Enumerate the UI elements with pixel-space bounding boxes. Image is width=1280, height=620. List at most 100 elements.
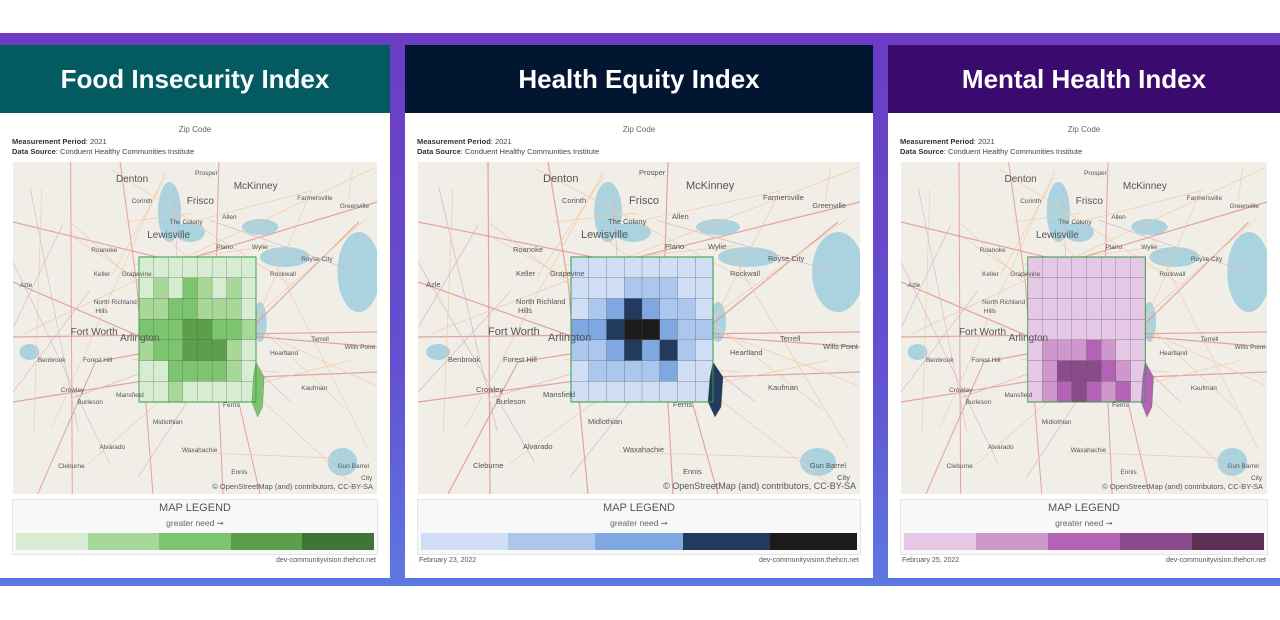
- zip-region[interactable]: [1086, 318, 1102, 341]
- zip-region[interactable]: [677, 298, 696, 320]
- zip-region[interactable]: [226, 381, 242, 403]
- zip-region[interactable]: [1101, 339, 1117, 362]
- zip-region[interactable]: [1086, 256, 1102, 279]
- zip-region[interactable]: [168, 339, 184, 362]
- zip-region[interactable]: [197, 256, 213, 279]
- zip-region[interactable]: [153, 256, 169, 279]
- zip-region[interactable]: [1056, 277, 1073, 299]
- zip-region[interactable]: [182, 277, 198, 299]
- zip-region[interactable]: [211, 339, 228, 362]
- zip-region[interactable]: [695, 256, 714, 279]
- zip-region[interactable]: [211, 277, 228, 299]
- zip-region[interactable]: [641, 277, 661, 299]
- zip-region[interactable]: [226, 256, 242, 279]
- zip-region[interactable]: [211, 381, 228, 403]
- zip-region[interactable]: [606, 298, 625, 320]
- zip-region[interactable]: [241, 339, 257, 362]
- zip-region[interactable]: [241, 298, 257, 320]
- zip-region[interactable]: [1115, 256, 1131, 279]
- zip-region[interactable]: [695, 318, 714, 341]
- zip-region[interactable]: [588, 339, 607, 362]
- zip-region[interactable]: [168, 381, 184, 403]
- zip-region[interactable]: [1130, 318, 1146, 341]
- zip-region[interactable]: [695, 339, 714, 362]
- zip-region[interactable]: [211, 256, 228, 279]
- zip-region[interactable]: [695, 298, 714, 320]
- zip-region[interactable]: [588, 277, 607, 299]
- zip-region[interactable]: [641, 339, 661, 362]
- zip-region[interactable]: [1101, 277, 1117, 299]
- zip-region[interactable]: [182, 298, 198, 320]
- zip-region[interactable]: [1056, 339, 1073, 362]
- zip-region[interactable]: [1042, 381, 1058, 403]
- zip-region[interactable]: [1086, 298, 1102, 320]
- zip-region[interactable]: [226, 339, 242, 362]
- zip-region[interactable]: [641, 381, 661, 403]
- zip-region[interactable]: [1086, 277, 1102, 299]
- zip-region[interactable]: [641, 318, 661, 341]
- zip-region[interactable]: [1071, 360, 1087, 382]
- zip-region[interactable]: [1071, 256, 1087, 279]
- zip-region[interactable]: [624, 318, 643, 341]
- zip-region[interactable]: [226, 277, 242, 299]
- zip-region[interactable]: [211, 298, 228, 320]
- zip-region[interactable]: [197, 298, 213, 320]
- zip-region[interactable]: [1101, 318, 1117, 341]
- zip-region[interactable]: [1056, 298, 1073, 320]
- zip-region[interactable]: [624, 339, 643, 362]
- zip-region[interactable]: [168, 277, 184, 299]
- zip-region[interactable]: [251, 361, 265, 418]
- zip-region[interactable]: [211, 360, 228, 382]
- zip-region[interactable]: [211, 318, 228, 341]
- zip-region[interactable]: [588, 256, 607, 279]
- zip-region[interactable]: [624, 277, 643, 299]
- choropleth-map[interactable]: Denton Prosper McKinney Farmersville Greenvi…: [901, 162, 1267, 494]
- zip-region[interactable]: [1130, 277, 1146, 299]
- zip-region[interactable]: [1101, 256, 1117, 279]
- zip-region[interactable]: [1086, 360, 1102, 382]
- zip-region[interactable]: [1027, 360, 1043, 382]
- choropleth-map[interactable]: Denton Prosper McKinney Farmersville Greenvi…: [13, 162, 377, 494]
- zip-region[interactable]: [677, 256, 696, 279]
- zip-region[interactable]: [677, 339, 696, 362]
- zip-region[interactable]: [570, 360, 590, 382]
- zip-region[interactable]: [588, 360, 607, 382]
- zip-region[interactable]: [1027, 298, 1043, 320]
- zip-region[interactable]: [1071, 339, 1087, 362]
- zip-region[interactable]: [1115, 318, 1131, 341]
- zip-region[interactable]: [1056, 318, 1073, 341]
- zip-region[interactable]: [641, 360, 661, 382]
- zip-region[interactable]: [624, 298, 643, 320]
- zip-region[interactable]: [1042, 360, 1058, 382]
- zip-region[interactable]: [1115, 277, 1131, 299]
- zip-region[interactable]: [226, 360, 242, 382]
- zip-region[interactable]: [138, 298, 154, 320]
- zip-region[interactable]: [138, 360, 154, 382]
- zip-region[interactable]: [241, 256, 257, 279]
- zip-region[interactable]: [659, 318, 678, 341]
- zip-region[interactable]: [1042, 298, 1058, 320]
- zip-region[interactable]: [1115, 339, 1131, 362]
- zip-region[interactable]: [606, 277, 625, 299]
- zip-region[interactable]: [659, 256, 678, 279]
- zip-region[interactable]: [1042, 277, 1058, 299]
- zip-region[interactable]: [677, 360, 696, 382]
- zip-region[interactable]: [1141, 361, 1154, 418]
- zip-region[interactable]: [1071, 298, 1087, 320]
- zip-region[interactable]: [241, 277, 257, 299]
- zip-region[interactable]: [606, 318, 625, 341]
- zip-region[interactable]: [168, 360, 184, 382]
- zip-region[interactable]: [168, 256, 184, 279]
- zip-region[interactable]: [606, 381, 625, 403]
- zip-region[interactable]: [1056, 360, 1073, 382]
- zip-region[interactable]: [1130, 256, 1146, 279]
- zip-region[interactable]: [226, 318, 242, 341]
- zip-region[interactable]: [606, 360, 625, 382]
- zip-region[interactable]: [168, 318, 184, 341]
- zip-region[interactable]: [606, 339, 625, 362]
- zip-region[interactable]: [168, 298, 184, 320]
- zip-region[interactable]: [707, 361, 724, 418]
- zip-region[interactable]: [588, 318, 607, 341]
- zip-region[interactable]: [570, 277, 590, 299]
- zip-region[interactable]: [1115, 298, 1131, 320]
